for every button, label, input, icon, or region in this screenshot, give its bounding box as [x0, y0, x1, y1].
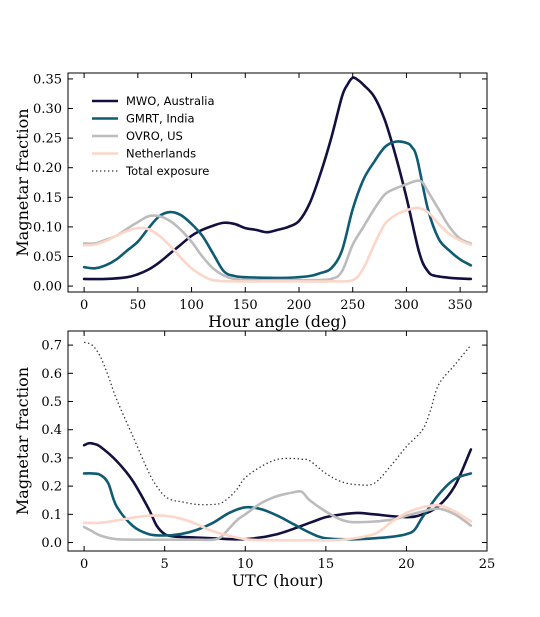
hour-angle-y-tick-label: 0.15 [33, 191, 62, 206]
hour-angle-y-tick-label: 0.05 [33, 250, 62, 265]
utc-y-tick-label: 0.1 [41, 508, 62, 523]
utc-series-line-netherlands [82, 503, 473, 542]
legend-label: Netherlands [126, 147, 196, 161]
hour-angle-x-tick-label: 50 [130, 298, 147, 313]
hour-angle-x-tick-label: 250 [340, 298, 365, 313]
hour-angle-x-tick-label: 300 [394, 298, 419, 313]
utc-y-tick-label: 0.0 [41, 536, 62, 551]
utc-y-tick-label: 0.2 [41, 480, 62, 495]
hour-angle-x-tick-label: 0 [80, 298, 88, 313]
hour-angle-y-tick-label: 0.00 [33, 280, 62, 295]
utc-x-tick-label: 10 [237, 557, 254, 572]
utc-series-line-ovro-us [82, 489, 473, 542]
legend-label: MWO, Australia [126, 94, 215, 108]
hour-angle-series-lines [82, 76, 473, 283]
utc-x-axis-label: UTC (hour) [232, 571, 324, 590]
utc-x-tick-label: 0 [80, 557, 88, 572]
hour-angle-y-tick-label: 0.20 [33, 161, 62, 176]
hour-angle-y-axis-label: Magnetar fraction [13, 108, 32, 256]
utc-y-tick-label: 0.7 [41, 339, 62, 354]
hour-angle-x-tick-label: 150 [233, 298, 258, 313]
hour-angle-x-tick-label: 100 [179, 298, 204, 313]
hour-angle-series-line-netherlands [82, 206, 473, 283]
hour-angle-series-line-mwo-australia [82, 76, 473, 281]
hour-angle-x-tick-label: 350 [448, 298, 473, 313]
hour-angle-x-tick-label: 200 [287, 298, 312, 313]
utc-y-tick-label: 0.4 [41, 423, 62, 438]
hour-angle-x-axis-label: Hour angle (deg) [208, 312, 347, 331]
hour-angle-series-line-gmrt-india [82, 140, 473, 280]
utc-x-tick-label: 25 [479, 557, 496, 572]
utc-ticks: 0 5 10 15 20 25 0.0 0.1 0.2 0.3 0.4 0.5 0.6 0.7 [41, 331, 495, 572]
utc-y-tick-label: 0.6 [41, 367, 62, 382]
utc-series-line-total-exposure [83, 341, 472, 506]
utc-y-axis-label: Magnetar fraction [13, 367, 32, 515]
utc-y-tick-label: 0.5 [41, 395, 62, 410]
hour-angle-plot-frame [67, 72, 488, 293]
hour-angle-panel: 0 50 100 150 200 250 300 350 0.00 0.05 0.10 0.15 0.2… [13, 72, 488, 331]
legend-label: Total exposure [125, 164, 209, 178]
utc-series-lines [82, 341, 473, 542]
hour-angle-ticks: 0 50 100 150 200 250 300 350 0.00 0.05 0.10 0.15 0.2… [33, 72, 487, 313]
hour-angle-y-tick-label: 0.35 [33, 72, 62, 87]
utc-series-line-mwo-australia [82, 441, 473, 541]
utc-plot-frame [67, 330, 488, 552]
utc-panel: 0 5 10 15 20 25 0.0 0.1 0.2 0.3 0.4 0.5 0.6 0.7 UTC (… [13, 330, 495, 590]
hour-angle-y-tick-label: 0.25 [33, 132, 62, 147]
utc-x-tick-label: 15 [318, 557, 335, 572]
utc-x-tick-label: 5 [161, 557, 169, 572]
legend: MWO, Australia GMRT, India OVRO, US Netherl… [92, 94, 215, 178]
legend-label: OVRO, US [126, 129, 183, 143]
utc-y-tick-label: 0.3 [41, 451, 62, 466]
legend-label: GMRT, India [126, 112, 195, 126]
hour-angle-y-tick-label: 0.10 [33, 220, 62, 235]
hour-angle-y-tick-label: 0.30 [33, 102, 62, 117]
utc-x-tick-label: 20 [398, 557, 415, 572]
